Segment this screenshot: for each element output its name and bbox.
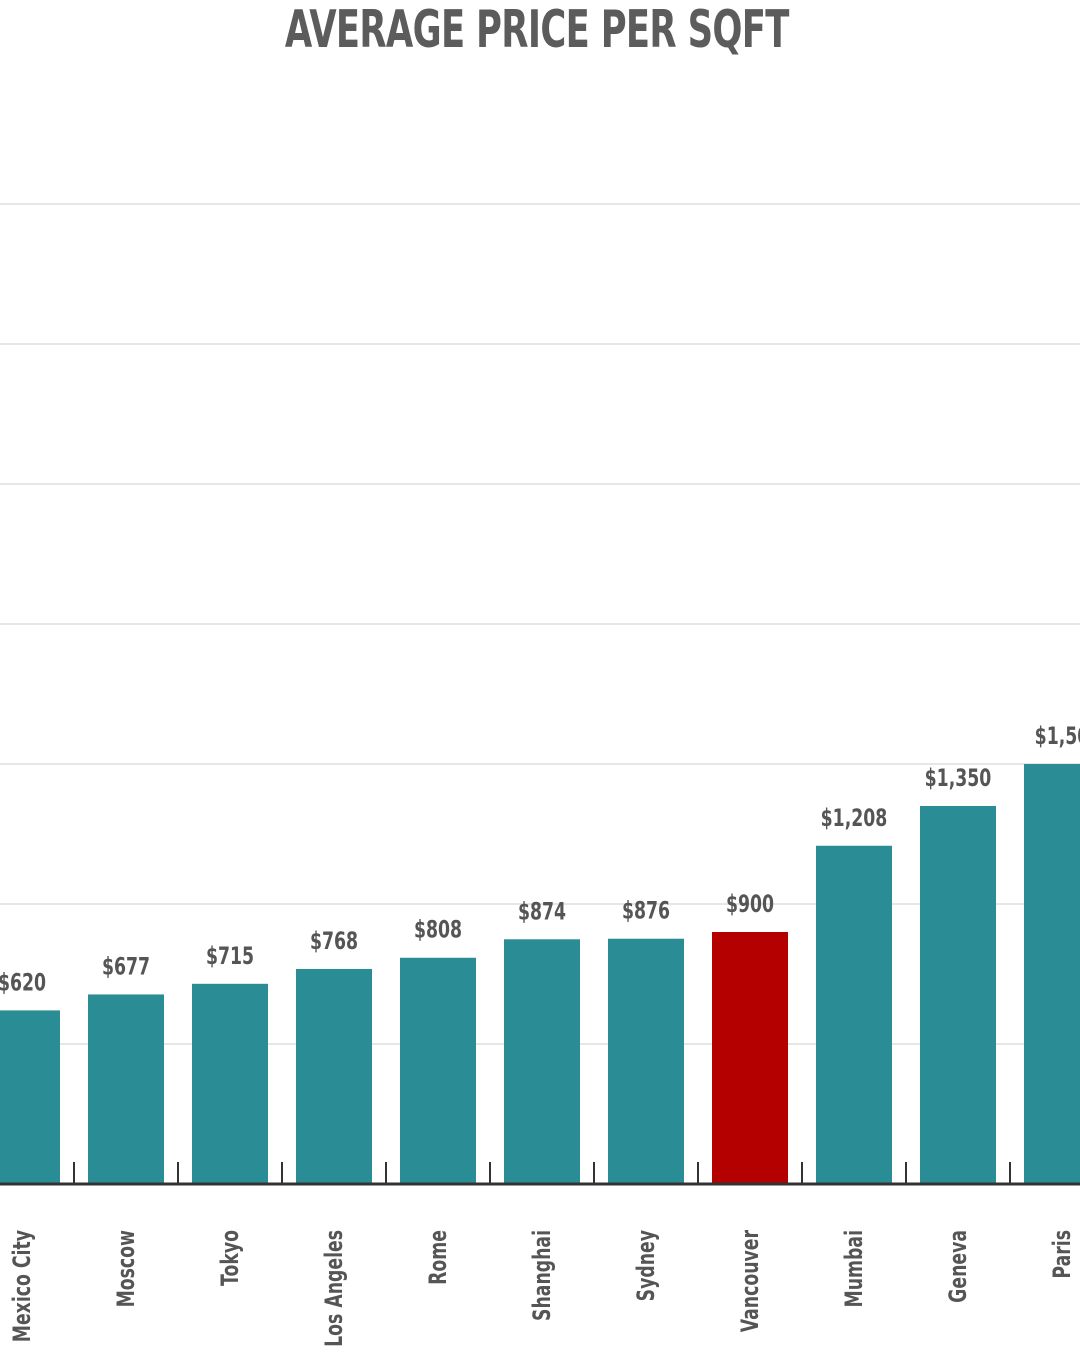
bar-mumbai [816, 845, 892, 1184]
bar-rome [400, 957, 476, 1184]
value-labels: $620 $677 $715 $768 $808 $874 $876 $900 $1,208 $1… [0, 722, 1080, 996]
value-label: $1,50 [1035, 722, 1080, 750]
x-axis [0, 1162, 1080, 1186]
value-label: $876 [622, 897, 670, 925]
value-label: $900 [726, 890, 774, 918]
value-label: $1,350 [925, 764, 992, 792]
gridlines [0, 203, 1080, 1045]
category-label: Los Angeles [320, 1230, 348, 1347]
value-label: $677 [102, 953, 150, 981]
category-label: Mexico City [8, 1230, 36, 1343]
value-label: $768 [310, 927, 358, 955]
bar-vancouver [712, 932, 788, 1184]
bar-geneva [920, 806, 996, 1184]
category-label: Vancouver [736, 1229, 764, 1332]
bars [0, 764, 1080, 1184]
value-label: $808 [414, 916, 462, 944]
value-label: $620 [0, 969, 46, 997]
chart-title: AVERAGE PRICE PER SQFT [284, 0, 789, 60]
bar-moscow [88, 994, 164, 1184]
category-label: Shanghai [528, 1230, 556, 1321]
category-label: Moscow [112, 1230, 140, 1307]
category-labels: Mexico City Moscow Tokyo Los Angeles Rome Sha… [8, 1229, 1076, 1346]
value-label: $715 [206, 942, 254, 970]
bar-shanghai [504, 939, 580, 1184]
value-label: $874 [518, 897, 566, 925]
category-label: Rome [424, 1230, 452, 1285]
value-label: $1,208 [821, 804, 888, 832]
category-label: Tokyo [216, 1230, 244, 1286]
category-label: Sydney [632, 1230, 660, 1302]
bar-los-angeles [296, 968, 372, 1184]
bar-paris [1024, 764, 1080, 1184]
bar-sydney [608, 938, 684, 1184]
category-label: Mumbai [840, 1230, 868, 1307]
category-label: Geneva [944, 1230, 972, 1303]
category-label: Paris [1048, 1230, 1076, 1279]
bar-tokyo [192, 983, 268, 1184]
bar-mexico-city [0, 1010, 60, 1184]
